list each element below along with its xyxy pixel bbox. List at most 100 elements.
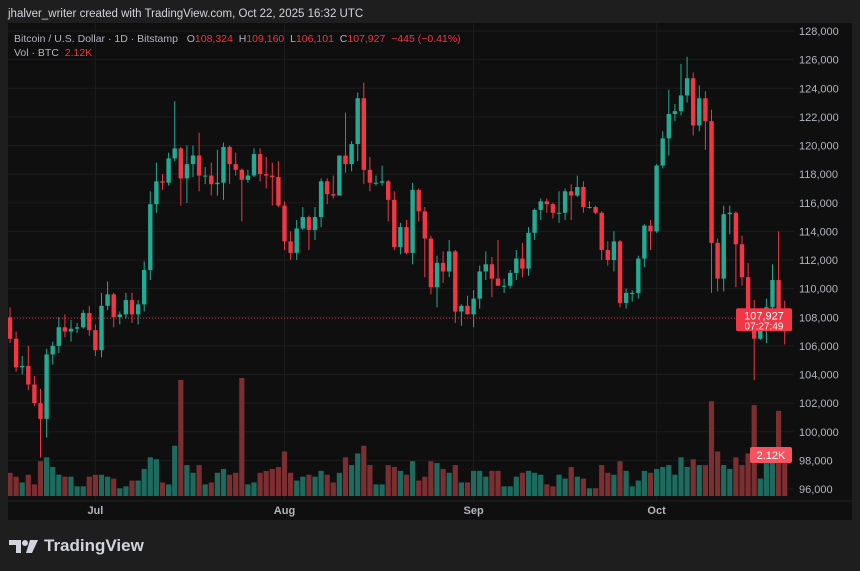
candle-body bbox=[312, 217, 318, 230]
volume-bar bbox=[532, 472, 538, 496]
candle-body bbox=[465, 305, 470, 315]
volume-bar bbox=[227, 474, 233, 496]
candle-body bbox=[306, 217, 312, 230]
candle-body bbox=[532, 209, 537, 233]
open-value: 108,324 bbox=[194, 33, 233, 45]
volume-bar bbox=[263, 470, 269, 496]
candle-body bbox=[184, 164, 190, 179]
volume-bar bbox=[757, 478, 763, 496]
low-value: 106,101 bbox=[295, 33, 334, 45]
volume-bar bbox=[44, 457, 50, 496]
candle-body bbox=[221, 146, 226, 183]
volume-bar bbox=[117, 488, 123, 496]
candle-body bbox=[38, 403, 43, 419]
candle-body bbox=[745, 277, 751, 315]
candle-body bbox=[477, 271, 482, 299]
volume-bar bbox=[324, 474, 330, 496]
volume-bar bbox=[8, 472, 13, 496]
candle-body bbox=[117, 314, 122, 318]
candle-body bbox=[447, 251, 452, 272]
high-value: 109,160 bbox=[246, 33, 285, 45]
candle-body bbox=[367, 169, 373, 183]
candle-body bbox=[459, 305, 464, 312]
candle-body bbox=[300, 217, 305, 229]
y-tick-label: 98,000 bbox=[799, 455, 833, 467]
volume-bar bbox=[123, 486, 129, 496]
candle-body bbox=[361, 98, 366, 170]
candle-body bbox=[715, 242, 720, 279]
candle-body bbox=[178, 148, 183, 179]
volume-bar bbox=[629, 486, 635, 496]
volume-bar bbox=[446, 472, 452, 496]
volume-bar bbox=[141, 468, 147, 496]
candle-body bbox=[190, 155, 196, 165]
volume-bar bbox=[80, 486, 86, 496]
candle-body bbox=[245, 175, 251, 180]
last-price-badge bbox=[736, 308, 792, 332]
volume-bar bbox=[31, 484, 37, 496]
volume-bar bbox=[245, 484, 251, 496]
candle-body bbox=[672, 111, 678, 115]
volume-bar bbox=[184, 465, 190, 496]
chart-credit: jhalver_writer created with TradingView.… bbox=[8, 8, 364, 20]
y-tick-label: 96,000 bbox=[799, 484, 833, 496]
candle-body bbox=[44, 354, 49, 419]
volume-bar bbox=[306, 474, 312, 496]
volume-bar bbox=[294, 480, 300, 496]
candle-body bbox=[428, 238, 434, 288]
symbol-title[interactable]: Bitcoin / U.S. Dollar · 1D · Bitstamp bbox=[14, 33, 178, 45]
candle-body bbox=[636, 258, 641, 293]
volume-bar bbox=[37, 461, 44, 496]
candle-body bbox=[203, 175, 208, 177]
candle-body bbox=[587, 207, 592, 209]
volume-bar bbox=[202, 484, 208, 496]
volume-bar bbox=[373, 484, 379, 496]
candle-body bbox=[166, 158, 171, 183]
candle-body bbox=[642, 225, 647, 259]
y-tick-label: 110,000 bbox=[799, 284, 838, 296]
volume-bar bbox=[19, 482, 25, 496]
volume-bar bbox=[25, 474, 31, 496]
candle-body bbox=[721, 214, 726, 279]
volume-label: Vol · BTC bbox=[14, 47, 59, 59]
candle-body bbox=[556, 212, 562, 214]
candle-body bbox=[379, 181, 385, 183]
volume-bar bbox=[214, 472, 220, 496]
y-tick-label: 114,000 bbox=[799, 226, 838, 238]
y-tick-label: 108,000 bbox=[799, 312, 839, 324]
volume-bar bbox=[318, 470, 324, 496]
volume-bar bbox=[68, 476, 74, 496]
candlestick-chart[interactable]: 128,000 126,000 124,000 122,000 120,000 118,0… bbox=[8, 23, 852, 520]
candle-body bbox=[599, 212, 604, 250]
volume-bar bbox=[471, 470, 477, 496]
candle-body bbox=[410, 189, 415, 253]
candle-body bbox=[630, 292, 635, 294]
volume-bar bbox=[574, 476, 580, 496]
candle-body bbox=[562, 191, 568, 213]
volume-bar bbox=[708, 401, 715, 496]
candle-body bbox=[422, 211, 427, 239]
candle-body bbox=[593, 207, 598, 213]
volume-bar bbox=[434, 463, 440, 496]
volume-bar bbox=[525, 470, 532, 496]
candle-body bbox=[26, 365, 31, 385]
candle-body bbox=[276, 176, 281, 206]
y-tick-label: 120,000 bbox=[799, 141, 839, 153]
volume-bar bbox=[239, 378, 245, 496]
candle-body bbox=[87, 312, 92, 331]
candle-body bbox=[288, 241, 293, 253]
tradingview-logo-icon bbox=[9, 540, 38, 553]
close-label: C bbox=[339, 33, 348, 45]
volume-bar bbox=[440, 468, 446, 496]
y-tick-label: 122,000 bbox=[799, 112, 839, 124]
candle-body bbox=[270, 175, 275, 177]
tradingview-logo[interactable]: TradingView bbox=[9, 536, 144, 556]
candle-body bbox=[331, 194, 336, 196]
candle-body bbox=[758, 328, 763, 339]
candle-body bbox=[617, 241, 623, 303]
change-value: −445 (−0.41%) bbox=[391, 33, 461, 45]
volume-bar bbox=[391, 466, 397, 496]
volume-bar bbox=[275, 466, 281, 496]
volume-bar bbox=[580, 478, 586, 496]
volume-bar bbox=[550, 486, 556, 496]
